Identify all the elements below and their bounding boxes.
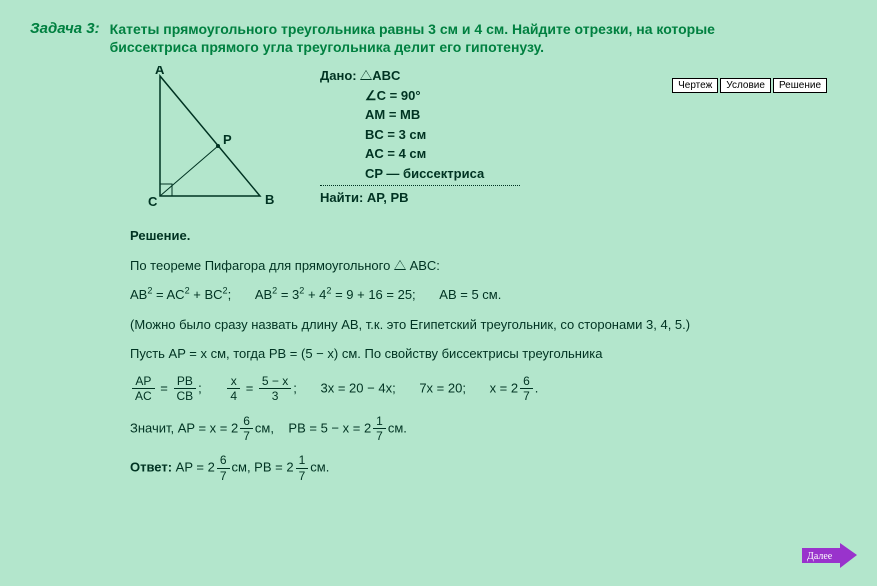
solution-block: Решение. По теореме Пифагора для прямоуг… [0, 216, 877, 483]
given-triangle: ABC [372, 68, 400, 83]
next-button[interactable]: Далее [802, 543, 857, 571]
pythagoras-intro: По теореме Пифагора для прямоугольного A… [130, 256, 837, 276]
triangle-icon [360, 70, 372, 80]
given-title: Дано: [320, 68, 357, 83]
drawing-button[interactable]: Чертеж [672, 78, 718, 93]
find-line: Найти: AP, PB [320, 188, 520, 208]
view-buttons: Чертеж Условие Решение [672, 78, 827, 93]
triangle-diagram: A B C P [130, 66, 280, 216]
separator [320, 185, 520, 186]
task-label: Задача 3: [30, 20, 100, 37]
task-text: Катеты прямоугольного треугольника равны… [110, 20, 750, 56]
answer-line: Ответ: AP = 267см, PB = 217см. [130, 453, 837, 483]
svg-text:C: C [148, 194, 158, 209]
solution-button[interactable]: Решение [773, 78, 827, 93]
triangle-icon [394, 260, 406, 270]
bisector-equation: APAC = PBCB; x4 = 5 − x3; 3x = 20 − 4x; … [130, 374, 837, 404]
given-angle: ∠C = 90° [365, 86, 520, 106]
let-x: Пусть AP = x см, тогда PB = (5 − x) см. … [130, 344, 837, 364]
svg-text:Далее: Далее [807, 551, 833, 562]
egyptian-note: (Можно было сразу назвать длину AB, т.к.… [130, 315, 837, 335]
result-line: Значит, AP = x = 267см, PB = 5 − x = 217… [130, 414, 837, 444]
solution-title: Решение. [130, 226, 837, 246]
pythagoras-calc: AB2 = AC2 + BC2; AB2 = 32 + 42 = 9 + 16 … [130, 285, 837, 305]
given-bc: BC = 3 см [365, 125, 520, 145]
svg-text:P: P [223, 132, 232, 147]
svg-text:A: A [155, 66, 165, 77]
given-ac: AC = 4 см [365, 144, 520, 164]
given-am: AM = MB [365, 105, 520, 125]
svg-text:B: B [265, 192, 274, 207]
condition-button[interactable]: Условие [720, 78, 771, 93]
given-block: Дано: ABC ∠C = 90° AM = MB BC = 3 см AC … [320, 66, 520, 208]
given-cp: CP — биссектриса [365, 164, 520, 184]
